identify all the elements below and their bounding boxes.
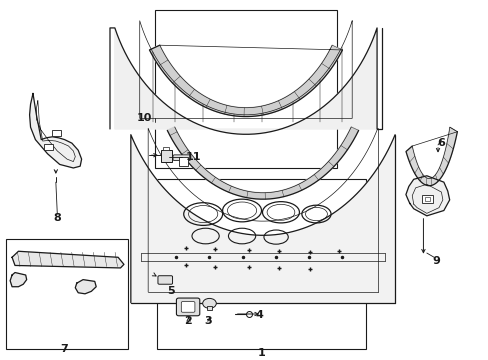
- Polygon shape: [115, 28, 376, 134]
- Bar: [52, 130, 61, 136]
- Polygon shape: [12, 251, 123, 268]
- Text: 9: 9: [432, 256, 440, 266]
- Text: 4: 4: [255, 310, 263, 320]
- Text: 7: 7: [61, 345, 68, 355]
- Bar: [6, 239, 127, 349]
- Text: 10: 10: [137, 113, 152, 123]
- Bar: [44, 144, 53, 149]
- Bar: [161, 150, 171, 162]
- Text: 1: 1: [257, 348, 265, 358]
- FancyBboxPatch shape: [176, 298, 200, 316]
- Polygon shape: [30, 94, 81, 168]
- Bar: [425, 197, 429, 201]
- Polygon shape: [75, 280, 96, 294]
- FancyBboxPatch shape: [181, 302, 195, 312]
- Bar: [179, 157, 188, 166]
- Text: 6: 6: [437, 138, 445, 148]
- Bar: [163, 147, 169, 150]
- Text: 11: 11: [185, 152, 201, 162]
- FancyBboxPatch shape: [173, 155, 190, 161]
- Text: 8: 8: [53, 213, 61, 222]
- Bar: [154, 10, 336, 168]
- Polygon shape: [167, 127, 358, 199]
- Text: 3: 3: [204, 316, 212, 326]
- Polygon shape: [405, 127, 456, 186]
- Polygon shape: [405, 176, 449, 216]
- Circle shape: [202, 298, 216, 308]
- Text: 5: 5: [167, 286, 175, 296]
- Bar: [422, 195, 432, 203]
- Polygon shape: [149, 45, 342, 117]
- Polygon shape: [10, 273, 27, 287]
- Text: 2: 2: [184, 316, 192, 326]
- FancyBboxPatch shape: [158, 276, 172, 284]
- Bar: [157, 179, 366, 349]
- Polygon shape: [131, 135, 394, 303]
- Bar: [206, 306, 211, 310]
